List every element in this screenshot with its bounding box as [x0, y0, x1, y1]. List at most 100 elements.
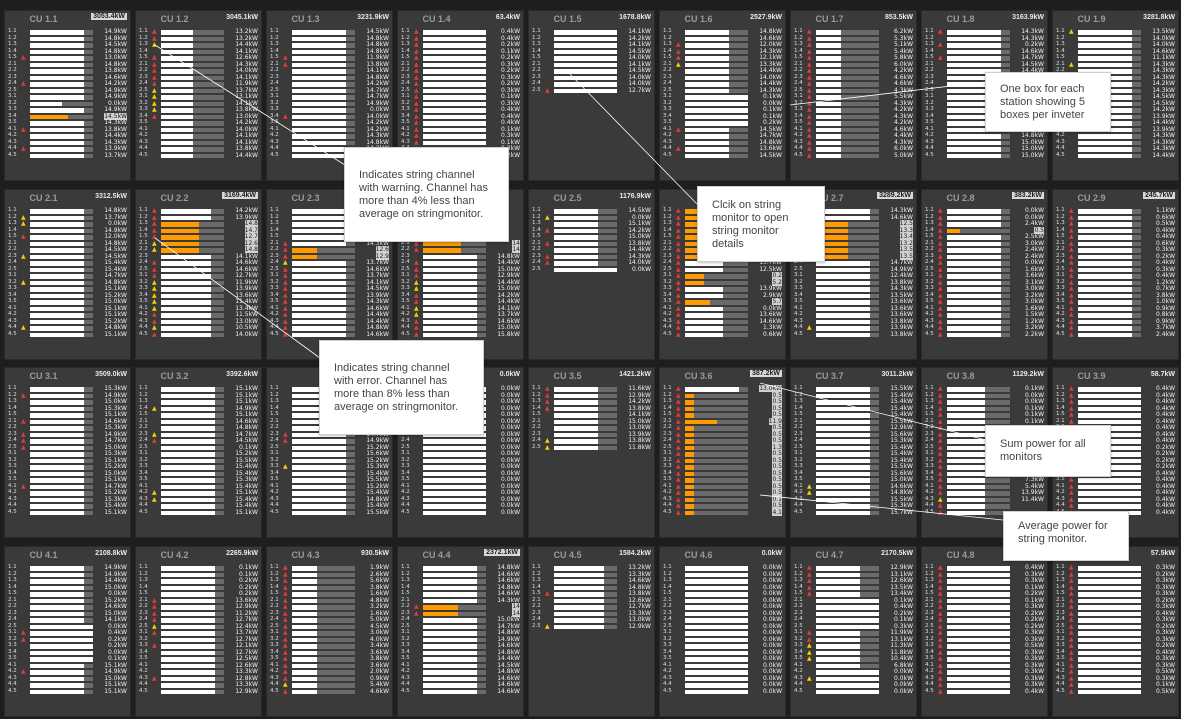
string-monitor-row[interactable]: 2.5 ▲ 11.8kW: [532, 444, 651, 452]
string-monitor-row[interactable]: 4.2 14.3kW: [1056, 132, 1175, 140]
string-monitor-row[interactable]: 3.5 ▲ 1.0kW: [1056, 298, 1175, 306]
string-monitor-row[interactable]: 1.1 ▲ 0.4kW: [401, 28, 520, 36]
string-monitor-row[interactable]: 2.2 14.4kW: [532, 246, 651, 254]
string-monitor-row[interactable]: 2.5 ▲ 0.3kW: [1056, 266, 1175, 274]
string-monitor-row[interactable]: 1.3 14.4kW: [8, 577, 127, 585]
string-monitor-row[interactable]: 3.1 ▲: [925, 450, 1044, 458]
string-monitor-row[interactable]: 2.2 ▲ 4.2kW: [794, 67, 913, 75]
string-monitor-row[interactable]: 4.3 ▲ 12.8kW: [139, 675, 258, 683]
string-monitor-row[interactable]: 3.2 ▲ 13.1kW: [794, 636, 913, 644]
string-monitor-row[interactable]: 3.5 0.0kW: [663, 655, 782, 663]
string-monitor-row[interactable]: 4.2 ▲ 14.8kW: [794, 489, 913, 497]
string-monitor-row[interactable]: 3.5 ▲ 0.5: [663, 476, 782, 484]
cu-box[interactable]: CU 1.6 2527.9kW 1.1 14.8kW 1.2 14.6kW 1.3 ▲ 12.0…: [659, 10, 786, 181]
string-monitor-row[interactable]: 3.2 15.2kW: [270, 457, 389, 465]
string-monitor-row[interactable]: 3.3▲0.2kW: [1056, 642, 1175, 650]
string-monitor-row[interactable]: 2.4 14.1kW: [8, 616, 127, 624]
string-monitor-row[interactable]: 4.3 0.0kW: [401, 496, 520, 504]
string-monitor-row[interactable]: 2.1 ▲ 0.6kW: [1056, 240, 1175, 248]
cu-box[interactable]: CU 2.73289.2kW1.114.3kW1.214.6kW1.312.51…: [790, 189, 917, 360]
string-monitor-row[interactable]: 1.4 14.9kW: [8, 227, 127, 235]
string-monitor-row[interactable]: 4.4 0.0kW: [794, 681, 913, 689]
string-monitor-row[interactable]: 3.3 14.6kW: [401, 642, 520, 650]
string-monitor-row[interactable]: 1.5 15.0kW: [532, 233, 651, 241]
string-monitor-row[interactable]: 1.1 ▲ 0.4kW: [925, 564, 1044, 572]
string-monitor-row[interactable]: 2.4 ▲ 13.7kW: [663, 259, 782, 267]
string-monitor-row[interactable]: 1.3 ▲ 0.0kW: [8, 220, 127, 228]
string-monitor-row[interactable]: 3.5 0.0kW: [401, 476, 520, 484]
string-monitor-row[interactable]: 4.3 0.0kW: [663, 675, 782, 683]
string-monitor-row[interactable]: 3.1 ▲ 0.2: [663, 272, 782, 280]
string-monitor-row[interactable]: 4.5▲0.4kW: [925, 688, 1044, 696]
string-monitor-row[interactable]: 2.5 0.0kW: [401, 444, 520, 452]
string-monitor-row[interactable]: 3.4 0.0kW: [8, 649, 127, 657]
string-monitor-row[interactable]: 2.1 12.6kW: [532, 597, 651, 605]
string-monitor-row[interactable]: 4.1 13.6kW: [794, 305, 913, 313]
string-monitor-row[interactable]: 3.3 ▲ 0.5: [663, 463, 782, 471]
string-monitor-row[interactable]: 4.5 13.7kW: [8, 152, 127, 160]
string-monitor-row[interactable]: 3.5 ▲ 0.3kW: [925, 655, 1044, 663]
string-monitor-row[interactable]: 4.2 13.3kW: [139, 668, 258, 676]
string-monitor-row[interactable]: 4.2 ▲ 0.3kW: [925, 668, 1044, 676]
cu-box[interactable]: CU 4.5 1584.2kW 1.1 13.2kW 1.2 13.3kW 1.3 14.6k…: [528, 546, 655, 717]
string-monitor-row[interactable]: 3.1 14.9kW: [8, 93, 127, 101]
string-monitor-row[interactable]: 2.4 ▲ 14.9kW: [270, 437, 389, 445]
string-monitor-row[interactable]: 1.3 15.1kW: [139, 398, 258, 406]
string-monitor-row[interactable]: 1.2 ▲ 2.6kW: [270, 571, 389, 579]
string-monitor-row[interactable]: 3.2 ▲ 0.3kW: [401, 100, 520, 108]
string-monitor-row[interactable]: 3.3 0.0kW: [663, 642, 782, 650]
string-monitor-row[interactable]: 1.5 ▲ 13.8kW: [532, 590, 651, 598]
string-monitor-row[interactable]: 2.4▲0.4kW: [1056, 259, 1175, 267]
string-monitor-row[interactable]: 4.1 ▲ 1.6kW: [925, 305, 1044, 313]
string-monitor-row[interactable]: 1.3 ▲ 0.2kW: [401, 41, 520, 49]
string-monitor-row[interactable]: 2.4 ▲ 0.2kW: [925, 616, 1044, 624]
string-monitor-row[interactable]: 1.5 14.1kW: [532, 411, 651, 419]
string-monitor-row[interactable]: 3.3 15.5kW: [794, 463, 913, 471]
string-monitor-row[interactable]: 3.5 ▲ 7.3kW: [925, 476, 1044, 484]
string-monitor-row[interactable]: 4.1 15.2kW: [270, 483, 389, 491]
string-monitor-row[interactable]: 1.1: [270, 207, 389, 215]
string-monitor-row[interactable]: 4.5 15.5kW: [270, 509, 389, 517]
cu-box[interactable]: CU 3.6 387.2kW 1.1 ▲ 13.0kW 1.2 ▲ 0.5 1.3 ▲ 0.5 1.4…: [659, 367, 786, 538]
string-monitor-row[interactable]: 3.5 ▲ 0.4kW: [401, 119, 520, 127]
string-monitor-row[interactable]: 1.5 ▲ 0.4kW: [1056, 233, 1175, 241]
string-monitor-row[interactable]: 2.5 0.0kW: [532, 266, 651, 274]
string-monitor-row[interactable]: 4.5 ▲ 4.1: [663, 508, 782, 517]
string-monitor-row[interactable]: 4.1 ▲ 0.3kW: [925, 662, 1044, 670]
string-monitor-row[interactable]: 1.3 ▲ 14.2kW: [532, 398, 651, 406]
string-monitor-row[interactable]: 1.3 ▲ 0.5kW: [1056, 220, 1175, 228]
string-monitor-row[interactable]: 1.4 ▲ 14.3kW: [663, 48, 782, 56]
string-monitor-row[interactable]: 1.1 14.8kW: [8, 207, 127, 215]
string-monitor-row[interactable]: 3.2 0.0kW: [401, 457, 520, 465]
string-monitor-row[interactable]: 2.5 ▲ 12.7kW: [532, 87, 651, 95]
string-monitor-row[interactable]: 3.5 15.0kW: [8, 298, 127, 306]
string-monitor-row[interactable]: 1.1 ▲ 11.6kW: [532, 385, 651, 393]
string-monitor-row[interactable]: 1.5 0.2kW: [139, 590, 258, 598]
string-monitor-row[interactable]: 1.2 14.0kW: [1056, 35, 1175, 43]
string-monitor-row[interactable]: 2.1 ▲ 14: [401, 239, 520, 248]
string-monitor-row[interactable]: 3.5 15.0kW: [794, 476, 913, 484]
cu-box[interactable]: CU 3.2 3392.6kW 1.1 15.1kW 1.2 15.1kW 1.3 15.1k…: [135, 367, 262, 538]
string-monitor-row[interactable]: 2.2 14.5kW: [532, 67, 651, 75]
string-monitor-row[interactable]: 2.5 0.1kW: [139, 444, 258, 452]
string-monitor-row[interactable]: 3.4▲0.4kW: [1056, 649, 1175, 657]
string-monitor-row[interactable]: 4.4 ▲ 0.1kW: [1056, 681, 1175, 689]
string-monitor-row[interactable]: 4.2 ▲ 13.7kW: [401, 311, 520, 319]
string-monitor-row[interactable]: 2.4 15.0kW: [401, 616, 520, 624]
string-monitor-row[interactable]: 1.5 ▲ 0.3kW: [1056, 590, 1175, 598]
string-monitor-row[interactable]: 2.4 ▲ 0.2kW: [401, 80, 520, 88]
string-monitor-row[interactable]: 2.3 ▲ 11.2kW: [139, 610, 258, 618]
cu-box[interactable]: CU 4.4 2372.1kW 1.1 14.8kW 1.2 14.6kW 1.3 14.6k…: [397, 546, 524, 717]
string-monitor-row[interactable]: 3.4 14.5kW: [8, 112, 127, 121]
string-monitor-row[interactable]: 2.2 12.7kW: [532, 603, 651, 611]
string-monitor-row[interactable]: 3.3 ▲ 0.5kW: [925, 642, 1044, 650]
string-monitor-row[interactable]: 3.5 ▲ 0.3kW: [1056, 655, 1175, 663]
cu-box[interactable]: CU 2.5 1176.9kW 1.1 14.5kW 1.2 ▲ 0.0kW 1.3 15.1k…: [528, 189, 655, 360]
cu-box[interactable]: CU 2.1 3312.5kW 1.1 14.8kW 1.2 ▲ 13.7kW 1.3 ▲ 0.0…: [4, 189, 131, 360]
string-monitor-row[interactable]: 1.3 14.6kW: [532, 577, 651, 585]
cu-box[interactable]: CU 4.957.5kW1.1▲0.3kW1.2▲0.2kW1.3▲0.3kW1…: [1052, 546, 1179, 717]
string-monitor-row[interactable]: 1.3 14.6kW: [401, 577, 520, 585]
string-monitor-row[interactable]: 3.1 ▲ 0.4kW: [1056, 272, 1175, 280]
string-monitor-row[interactable]: 1.1 ▲ 1.1kW: [1056, 207, 1175, 215]
